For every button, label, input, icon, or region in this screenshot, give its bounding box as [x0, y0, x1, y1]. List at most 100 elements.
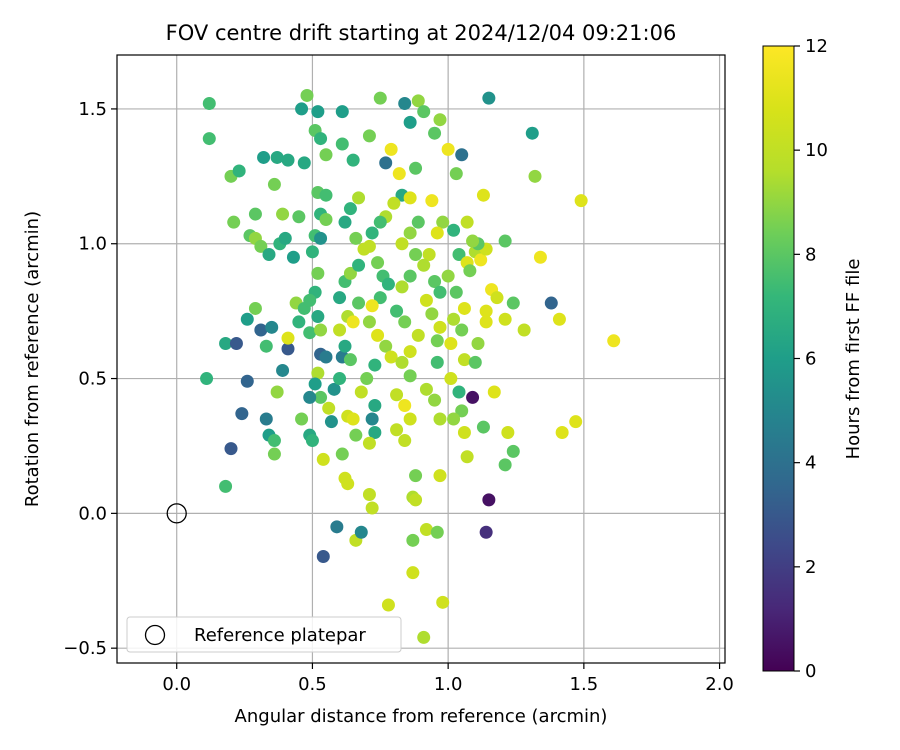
- data-point: [460, 450, 474, 464]
- data-point: [433, 113, 447, 127]
- data-point: [384, 350, 398, 364]
- data-point: [305, 434, 319, 448]
- data-point: [335, 447, 349, 461]
- data-point: [319, 188, 333, 202]
- colorbar-tick-label: 8: [805, 244, 816, 265]
- data-point: [333, 372, 347, 386]
- data-point: [419, 293, 433, 307]
- data-point: [409, 248, 423, 262]
- data-point: [232, 164, 246, 178]
- colorbar-tick-label: 12: [805, 36, 828, 57]
- data-point: [455, 404, 469, 418]
- data-point: [352, 296, 366, 310]
- chart-title: FOV centre drift starting at 2024/12/04 …: [166, 21, 677, 45]
- data-point: [368, 399, 382, 413]
- colorbar: 0 2 4 6 8 10 12 Hours from first FF file: [762, 36, 864, 682]
- data-point: [417, 258, 431, 272]
- data-point: [433, 320, 447, 334]
- data-point: [569, 415, 583, 429]
- data-point: [447, 312, 461, 326]
- data-point: [428, 393, 442, 407]
- data-point: [544, 296, 558, 310]
- data-point: [362, 239, 376, 253]
- data-point: [468, 355, 482, 369]
- data-point: [202, 132, 216, 146]
- data-point: [379, 339, 393, 353]
- data-point: [240, 374, 254, 388]
- data-point: [219, 336, 233, 350]
- data-point: [476, 188, 490, 202]
- data-point: [455, 148, 469, 162]
- data-point: [471, 336, 485, 350]
- data-point: [403, 369, 417, 383]
- data-point: [265, 320, 279, 334]
- data-point: [262, 248, 276, 262]
- data-point: [379, 156, 393, 170]
- data-point: [267, 434, 281, 448]
- data-point: [343, 202, 357, 216]
- data-point: [292, 315, 306, 329]
- x-tick-label: 1.0: [434, 674, 463, 695]
- data-point: [403, 269, 417, 283]
- data-point: [607, 334, 621, 348]
- x-tick-label: 0.5: [298, 674, 327, 695]
- data-point: [259, 412, 273, 426]
- data-point: [447, 412, 461, 426]
- y-tick-label: 1.5: [78, 99, 107, 120]
- data-point: [403, 345, 417, 359]
- colorbar-tick-label: 2: [805, 557, 816, 578]
- data-point: [395, 237, 409, 251]
- data-point: [281, 342, 295, 356]
- data-point: [365, 299, 379, 313]
- data-point: [403, 191, 417, 205]
- data-point: [365, 226, 379, 240]
- data-point: [441, 142, 455, 156]
- data-point: [343, 353, 357, 367]
- data-point: [457, 425, 471, 439]
- data-point: [482, 493, 496, 507]
- data-point: [311, 266, 325, 280]
- data-point: [449, 167, 463, 181]
- data-point: [430, 334, 444, 348]
- data-point: [395, 355, 409, 369]
- data-point: [257, 150, 271, 164]
- data-point: [457, 301, 471, 315]
- data-point: [295, 102, 309, 116]
- data-point: [276, 363, 290, 377]
- data-point: [229, 336, 243, 350]
- data-point: [552, 312, 566, 326]
- data-point: [395, 280, 409, 294]
- y-tick-label: 1.0: [78, 234, 107, 255]
- x-axis-ticks: 0.0 0.5 1.0 1.5 2.0: [162, 663, 734, 695]
- data-point: [314, 390, 328, 404]
- data-point: [316, 549, 330, 563]
- data-point: [433, 412, 447, 426]
- data-point: [387, 196, 401, 210]
- data-point: [398, 399, 412, 413]
- colorbar-tick-label: 10: [805, 140, 828, 161]
- data-point: [327, 382, 341, 396]
- data-point: [371, 256, 385, 270]
- data-point: [281, 153, 295, 167]
- reference-platepar-marker: [166, 503, 187, 524]
- data-point: [295, 412, 309, 426]
- data-point: [452, 385, 466, 399]
- data-point: [352, 258, 366, 272]
- data-points: [166, 88, 621, 644]
- data-point: [316, 452, 330, 466]
- data-point: [390, 423, 404, 437]
- data-point: [441, 269, 455, 283]
- data-point: [338, 339, 352, 353]
- data-point: [267, 447, 281, 461]
- data-point: [422, 248, 436, 262]
- data-point: [254, 239, 268, 253]
- data-point: [436, 595, 450, 609]
- data-point: [248, 301, 262, 315]
- data-point: [417, 105, 431, 119]
- data-point: [368, 425, 382, 439]
- data-point: [319, 212, 333, 226]
- data-point: [278, 231, 292, 245]
- data-point: [457, 353, 471, 367]
- data-point: [479, 525, 493, 539]
- data-point: [311, 366, 325, 380]
